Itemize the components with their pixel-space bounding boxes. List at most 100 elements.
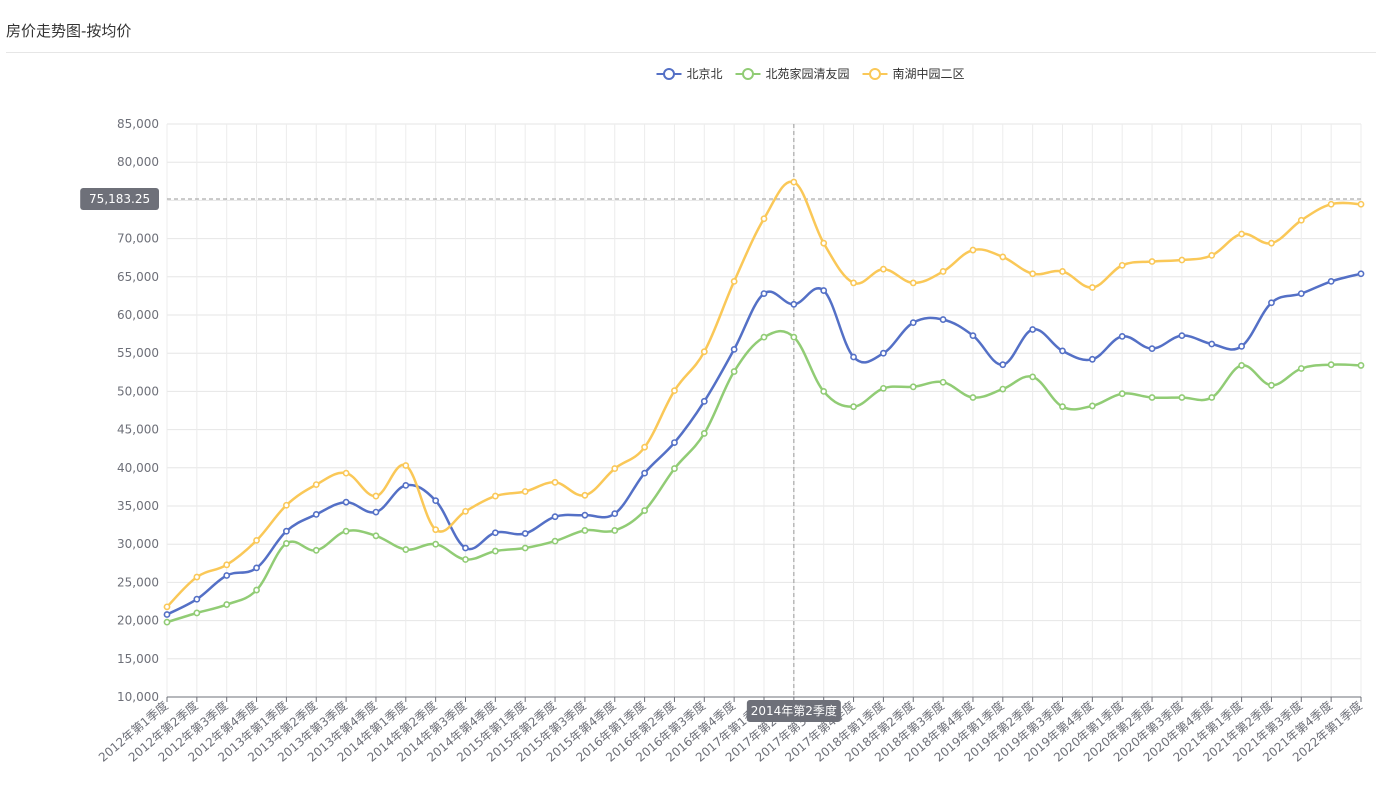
legend-marker-icon (663, 68, 675, 80)
data-point (969, 394, 977, 401)
data-point (850, 353, 857, 361)
data-point (432, 497, 440, 505)
data-point (700, 397, 708, 405)
data-point (760, 333, 768, 341)
data-point (163, 603, 171, 611)
y-tick-label: 10,000 (117, 690, 159, 704)
axes: 10,000 15,000 20,000 25,000 30,000 35,000 40,0… (95, 117, 1365, 765)
data-point (193, 609, 201, 617)
data-point (491, 547, 499, 555)
data-point (372, 532, 380, 540)
y-tick-label: 35,000 (117, 499, 159, 513)
y-tick-label: 20,000 (117, 614, 159, 628)
series-1 (163, 329, 1365, 626)
legend[interactable]: 北京北 北苑家园清友园 南湖中园二区 (656, 66, 965, 81)
data-point (1208, 340, 1216, 348)
data-point (611, 465, 619, 472)
axis-pointer-labels: 75,183.25 2014年第2季度 (80, 187, 841, 722)
data-point (223, 601, 231, 608)
legend-item-0[interactable]: 北京北 (656, 67, 723, 81)
data-point (700, 430, 708, 437)
legend-label: 北京北 (687, 67, 723, 81)
data-point (1059, 347, 1066, 355)
data-point (1327, 361, 1335, 369)
data-point (909, 383, 917, 391)
data-point (850, 403, 857, 411)
y-tick-label: 40,000 (117, 461, 159, 475)
data-point (1178, 256, 1186, 264)
data-point (1148, 394, 1156, 401)
data-point (193, 595, 201, 603)
data-point (850, 279, 857, 287)
grid (166, 123, 1362, 697)
data-point (312, 481, 320, 489)
data-point (939, 268, 947, 275)
data-point (1088, 284, 1096, 291)
data-point (1148, 345, 1156, 353)
data-point (820, 287, 828, 294)
data-point (1088, 355, 1096, 363)
data-point (611, 527, 619, 534)
data-point (641, 469, 648, 477)
data-point (312, 546, 320, 554)
series-group (163, 178, 1365, 626)
data-point (1118, 261, 1126, 269)
y-pointer-label: 75,183.25 (89, 192, 150, 206)
data-point (760, 215, 768, 223)
y-tick-label: 50,000 (117, 384, 159, 398)
data-point (521, 530, 529, 537)
data-point (1238, 342, 1245, 350)
data-point (730, 368, 738, 375)
data-point (790, 300, 798, 308)
data-point (193, 573, 201, 581)
data-point (1029, 373, 1037, 381)
data-point (969, 246, 977, 254)
data-point (462, 544, 469, 552)
data-point (1118, 332, 1126, 340)
data-point (1118, 390, 1126, 398)
data-point (163, 618, 171, 626)
data-point (939, 378, 947, 386)
data-point (671, 387, 678, 395)
y-tick-label: 45,000 (117, 423, 159, 437)
data-point (790, 333, 798, 341)
data-point (282, 527, 290, 535)
data-point (1297, 365, 1305, 372)
data-point (1357, 270, 1365, 278)
data-point (760, 290, 768, 298)
y-tick-label: 65,000 (117, 270, 159, 284)
data-point (611, 510, 619, 518)
data-point (253, 536, 260, 544)
data-point (1178, 332, 1186, 340)
data-point (521, 488, 529, 495)
data-point (402, 462, 410, 469)
data-point (1238, 230, 1245, 238)
data-point (790, 178, 798, 186)
data-point (641, 443, 648, 451)
data-point (1178, 394, 1186, 401)
legend-marker-icon (869, 68, 881, 80)
data-point (163, 611, 171, 618)
x-pointer-label: 2014年第2季度 (751, 703, 837, 718)
data-point (1059, 268, 1066, 275)
crosshair (167, 124, 1361, 697)
data-point (1327, 277, 1335, 285)
data-point (432, 540, 440, 548)
data-point (999, 253, 1007, 261)
data-point (491, 492, 499, 500)
legend-item-2[interactable]: 南湖中园二区 (862, 66, 965, 81)
y-tick-label: 70,000 (117, 232, 159, 246)
data-point (223, 572, 231, 579)
y-tick-label: 30,000 (117, 537, 159, 551)
data-point (1208, 252, 1216, 259)
data-point (1268, 381, 1275, 389)
y-tick-label: 60,000 (117, 308, 159, 322)
y-tick-label: 85,000 (117, 117, 159, 131)
data-point (402, 546, 410, 553)
title-divider (6, 52, 1376, 53)
data-point (730, 345, 738, 353)
data-point (909, 279, 917, 287)
legend-item-1[interactable]: 北苑家园清友园 (735, 66, 850, 81)
data-point (1357, 200, 1365, 208)
